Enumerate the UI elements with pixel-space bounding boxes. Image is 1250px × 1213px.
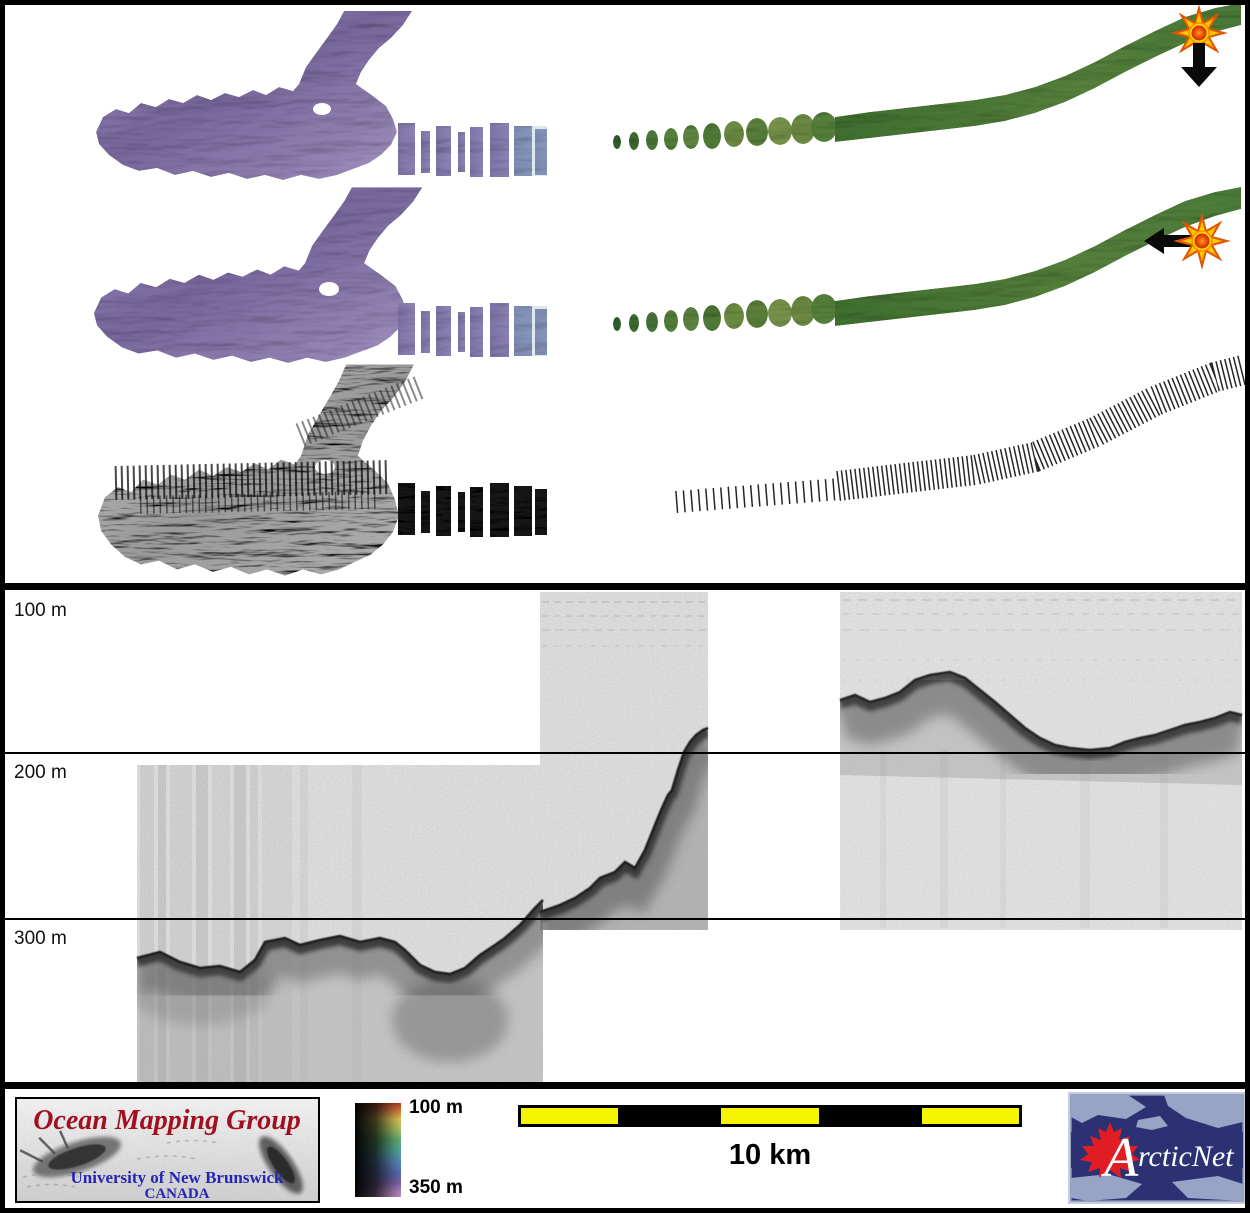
colorbar-top-label: 100 m xyxy=(409,1097,463,1118)
arcticnet-rest: rcticNet xyxy=(1138,1140,1234,1173)
arcticnet-canvas: A rcticNet xyxy=(1068,1092,1245,1204)
down-arrow-icon xyxy=(1181,43,1217,87)
bathymetry-panel xyxy=(5,5,1245,583)
arcticnet-wordmark: A rcticNet xyxy=(1100,1127,1234,1189)
profile-canvas: 100 m 200 m 300 m xyxy=(5,592,1245,1082)
omg-title: Ocean Mapping Group xyxy=(33,1105,301,1136)
bathymetry-row1 xyxy=(96,5,1241,180)
scalebar-segment xyxy=(521,1108,619,1124)
bathymetry-canvas xyxy=(93,5,1245,576)
starburst-marker-row2 xyxy=(1144,215,1228,267)
backscatter-streaks-2 xyxy=(139,491,381,514)
scalebar-segment xyxy=(621,1105,718,1127)
depth-colorbar xyxy=(355,1103,401,1197)
omg-logo-canvas: Ocean Mapping Group University of New Br… xyxy=(17,1099,318,1201)
sonar-ripples xyxy=(22,1139,220,1188)
arctic-map-shapes xyxy=(1071,1095,1243,1201)
depth-gridlines xyxy=(5,752,1245,920)
seafloor-right xyxy=(838,670,1244,785)
arcticnet-initial: A xyxy=(1100,1127,1139,1189)
depth-label-300m: 300 m xyxy=(14,928,67,949)
arcticnet-logo: A rcticNet xyxy=(1068,1092,1245,1204)
omg-university: University of New Brunswick xyxy=(71,1168,285,1187)
panel-divider-2 xyxy=(5,1082,1245,1089)
backscatter-corridor-line xyxy=(838,370,1243,486)
omg-logo: Ocean Mapping Group University of New Br… xyxy=(15,1097,320,1203)
maple-leaf-icon xyxy=(1080,1122,1140,1178)
depth-label-100m: 100 m xyxy=(14,600,67,621)
bathymetry-hole-row1 xyxy=(313,103,331,115)
scalebar-segment xyxy=(721,1108,819,1124)
subbottom-profile-panel: 100 m 200 m 300 m xyxy=(5,590,1245,1082)
footer-panel: Ocean Mapping Group University of New Br… xyxy=(5,1089,1245,1208)
sidescan-target-right xyxy=(259,1136,303,1194)
sidescan-target-left xyxy=(19,1130,121,1178)
starburst-marker-row1 xyxy=(1173,7,1225,87)
depth-labels: 100 m 200 m 300 m xyxy=(14,600,67,949)
map-scalebar xyxy=(518,1105,1022,1127)
omg-country: CANADA xyxy=(145,1186,210,1201)
seafloor-middle xyxy=(538,726,710,930)
bathymetry-hole-row2 xyxy=(319,282,339,296)
scalebar-label: 10 km xyxy=(728,1139,812,1171)
colorbar-bottom-label: 350 m xyxy=(409,1177,463,1198)
scalebar-segment xyxy=(822,1105,919,1127)
seafloor-left xyxy=(135,898,545,1082)
backscatter-row xyxy=(98,365,1243,576)
panel-divider-1 xyxy=(5,583,1245,590)
bathymetry-row2 xyxy=(93,187,1241,363)
backscatter-streaks-1 xyxy=(114,460,391,500)
depth-label-200m: 200 m xyxy=(14,762,67,783)
scalebar-segment xyxy=(921,1108,1020,1124)
backscatter-sparse-line xyxy=(675,478,841,513)
surface-noise-stripes xyxy=(542,599,1240,681)
